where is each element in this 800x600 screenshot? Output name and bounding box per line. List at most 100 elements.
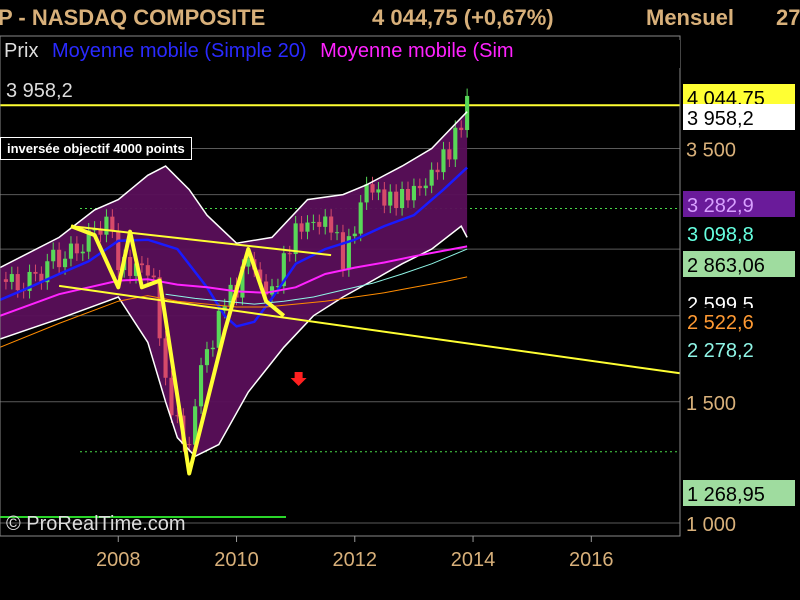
- candle-body: [228, 284, 233, 307]
- candle-body: [80, 251, 85, 254]
- candle-body: [193, 406, 198, 445]
- candle-body: [9, 274, 14, 282]
- candle-body: [453, 127, 458, 160]
- candle-body: [329, 216, 334, 233]
- x-tick-label: 2016: [569, 549, 614, 571]
- candle-body: [187, 444, 192, 446]
- candle-body: [157, 277, 162, 339]
- last-value: 4 044,75 (+0,67%): [372, 5, 554, 30]
- candle-body: [281, 253, 286, 287]
- candle-body: [39, 273, 44, 283]
- candle-body: [145, 265, 150, 276]
- price-tag: [683, 251, 795, 277]
- legend-ma-other: Moyenne mobile (Sim: [320, 40, 514, 62]
- y-tick-label: 3 500: [686, 140, 736, 162]
- candle-body: [240, 266, 245, 298]
- pattern-line: [58, 284, 681, 375]
- candle-body: [258, 269, 263, 282]
- candle-body: [411, 185, 416, 201]
- price-tag-label: 1 268,95: [687, 484, 765, 506]
- series-line: [0, 111, 468, 269]
- candle-body: [423, 185, 428, 189]
- pattern-line: [70, 224, 286, 476]
- candle-body: [98, 228, 103, 235]
- candle-body: [269, 286, 275, 295]
- candle-body: [104, 216, 109, 235]
- price-tag-label: 2 522,6: [687, 312, 754, 334]
- timeframe-label[interactable]: Mensuel: [646, 5, 735, 30]
- price-tags: 4 044,753 958,23 282,93 098,82 863,062 5…: [683, 84, 795, 506]
- header-trailing: 27: [776, 5, 800, 30]
- candle-body: [435, 169, 440, 173]
- candle-body: [370, 184, 375, 193]
- candle-body: [358, 202, 363, 234]
- chart-pattern: [0, 224, 681, 518]
- copyright: © ProRealTime.com: [6, 513, 186, 535]
- price-tag-label: 3 958,2: [687, 108, 754, 130]
- pattern-line: [70, 225, 332, 257]
- candle-body: [405, 189, 411, 201]
- candle-body: [382, 189, 387, 206]
- candle-body: [210, 347, 215, 350]
- candle-body: [264, 281, 269, 295]
- price-tag-label: 2 278,2: [687, 340, 754, 362]
- candle-body: [110, 216, 115, 231]
- series-line: [0, 245, 468, 317]
- candle-body: [400, 189, 405, 209]
- candle-body: [62, 258, 68, 268]
- candle-body: [151, 275, 156, 278]
- candle-body: [3, 279, 8, 282]
- candle-body: [27, 271, 32, 291]
- candle-body: [441, 149, 446, 173]
- series-line: [165, 248, 468, 305]
- candle-body: [204, 349, 210, 366]
- bollinger-bands: [0, 111, 468, 457]
- chart-header: P - NASDAQ COMPOSITE 4 044,75 (+0,67%) M…: [0, 0, 800, 36]
- candle-body: [163, 338, 168, 378]
- candle-body: [86, 230, 91, 252]
- arrow-down-icon: [290, 372, 307, 386]
- price-tag: [683, 104, 795, 130]
- candle-body: [74, 243, 79, 254]
- candle-body: [68, 243, 74, 259]
- candle-body: [305, 222, 310, 232]
- series-line: [0, 276, 468, 348]
- candle-body: [417, 185, 422, 189]
- candle-body: [246, 259, 251, 267]
- candle-body: [447, 149, 452, 160]
- candle-body: [198, 365, 204, 407]
- candle-body: [323, 216, 328, 227]
- candle-body: [459, 127, 464, 131]
- candle-body: [51, 249, 56, 262]
- y-tick-label: 1 500: [686, 393, 736, 415]
- candle-body: [139, 263, 144, 266]
- candle-body: [175, 415, 180, 417]
- candle-body: [465, 95, 470, 131]
- candle-body: [128, 257, 133, 276]
- price-tag: [683, 336, 795, 362]
- x-tick-label: 2010: [214, 549, 259, 571]
- series-line: [0, 224, 468, 458]
- candle-body: [394, 191, 399, 209]
- candle-body: [311, 221, 316, 223]
- candle-body: [133, 263, 139, 276]
- candle-body: [317, 221, 322, 227]
- candle-body: [116, 230, 121, 271]
- price-tag-label: 2 863,06: [687, 255, 765, 277]
- plot-frame: [0, 35, 681, 537]
- candle-body: [334, 232, 340, 234]
- y-tick-label: 1 000: [686, 514, 736, 536]
- candle-body: [45, 261, 50, 283]
- annotation-box[interactable]: inversée objectif 4000 points: [0, 137, 192, 160]
- ticker-name: P - NASDAQ COMPOSITE: [0, 5, 266, 30]
- candle-body: [376, 189, 381, 193]
- legend: Prix Moyenne mobile (Simple 20) Moyenne …: [4, 40, 680, 68]
- x-tick-label: 2012: [333, 549, 378, 571]
- candle-body: [33, 271, 38, 274]
- candle-body: [429, 169, 434, 186]
- candle-body: [287, 253, 292, 255]
- x-tick-label: 2014: [451, 549, 496, 571]
- x-tick-label: 2008: [96, 549, 141, 571]
